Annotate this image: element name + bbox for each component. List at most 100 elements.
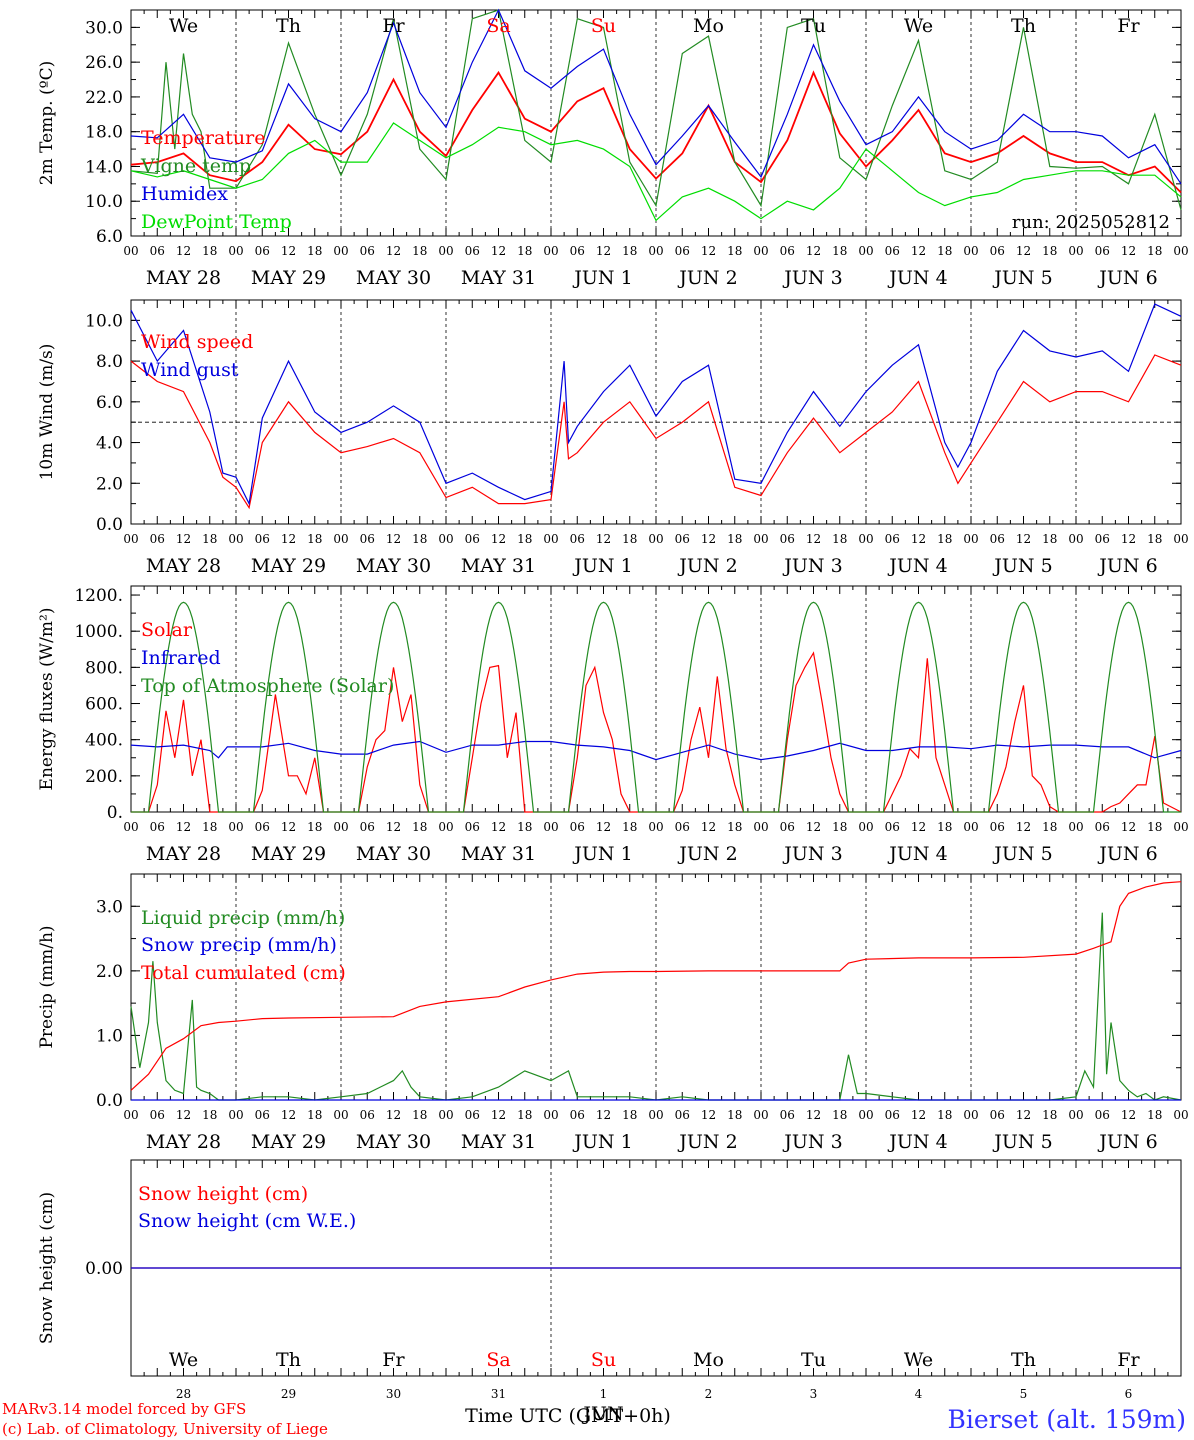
hour-tick-label: 18 [622, 820, 637, 834]
day-number: 30 [386, 1387, 401, 1401]
weekday-label: Th [276, 15, 301, 37]
day-label: JUN 3 [782, 555, 842, 577]
hour-tick-label: 06 [675, 532, 690, 546]
x-axis-title: Time UTC (GMT+0h) [465, 1405, 671, 1427]
y-tick-label: 8.0 [96, 352, 123, 372]
hour-tick-label: 12 [491, 1108, 506, 1122]
hour-tick-label: 18 [412, 1108, 427, 1122]
hour-tick-label: 18 [517, 820, 532, 834]
hour-tick-label: 00 [438, 820, 453, 834]
hour-tick-label: 12 [596, 532, 611, 546]
hour-tick-label: 12 [1016, 532, 1031, 546]
y-tick-label: 400. [85, 731, 123, 751]
y-tick-label: 200. [85, 767, 123, 787]
hour-tick-label: 18 [307, 1108, 322, 1122]
y-tick-label: 3.0 [96, 897, 123, 917]
hour-tick-label: 00 [333, 532, 348, 546]
day-number: 5 [1020, 1387, 1028, 1401]
hour-tick-label: 00 [123, 532, 138, 546]
day-label: JUN 5 [992, 843, 1052, 865]
hour-tick-label: 12 [911, 1108, 926, 1122]
hour-tick-label: 06 [255, 1108, 270, 1122]
hour-tick-label: 06 [360, 1108, 375, 1122]
day-label: JUN 2 [677, 267, 737, 289]
hour-tick-label: 18 [727, 1108, 742, 1122]
y-tick-label: 18.0 [85, 123, 123, 143]
hour-tick-label: 18 [412, 820, 427, 834]
weekday-label: Tu [801, 15, 826, 37]
hour-tick-label: 00 [123, 820, 138, 834]
hour-tick-label: 12 [281, 820, 296, 834]
hour-tick-label: 12 [176, 820, 191, 834]
day-label: JUN 3 [782, 267, 842, 289]
hour-tick-label: 06 [780, 244, 795, 258]
hour-tick-label: 18 [517, 244, 532, 258]
hour-tick-label: 12 [491, 244, 506, 258]
legend-entry: Total cumulated (cm) [141, 962, 346, 984]
panel-frame [130, 299, 1182, 525]
day-label: JUN 6 [1097, 1131, 1157, 1153]
hour-tick-label: 12 [911, 532, 926, 546]
hour-tick-label: 00 [333, 244, 348, 258]
hour-tick-label: 06 [360, 244, 375, 258]
day-label: MAY 30 [356, 267, 431, 289]
weekday-label: Mo [693, 15, 724, 37]
hour-tick-label: 06 [255, 820, 270, 834]
legend-entry: Humidex [141, 183, 228, 205]
hour-tick-label: 18 [832, 244, 847, 258]
series-dewpoint-temp-line [130, 122, 1182, 222]
hour-tick-label: 06 [780, 532, 795, 546]
legend-entry: Snow height (cm) [138, 1183, 308, 1205]
hour-tick-label: 06 [150, 244, 165, 258]
hour-tick-label: 18 [1147, 244, 1162, 258]
hour-tick-label: 00 [438, 532, 453, 546]
hour-tick-label: 18 [517, 532, 532, 546]
hour-tick-label: 00 [858, 820, 873, 834]
legend-entry: Infrared [141, 647, 221, 669]
hour-tick-label: 12 [806, 1108, 821, 1122]
hour-tick-label: 00 [1173, 532, 1188, 546]
hour-tick-label: 18 [1042, 820, 1057, 834]
weekday-label: Sa [486, 15, 510, 37]
hour-tick-label: 00 [858, 532, 873, 546]
hour-tick-label: 00 [228, 1108, 243, 1122]
hour-tick-label: 18 [202, 820, 217, 834]
y-tick-label: 14.0 [85, 157, 123, 177]
y-tick-label: 6.0 [96, 227, 123, 247]
hour-tick-label: 06 [990, 532, 1005, 546]
day-label: JUN 3 [782, 843, 842, 865]
hour-tick-label: 06 [1095, 532, 1110, 546]
y-tick-label: 26.0 [85, 53, 123, 73]
series-wind-speed-line [130, 354, 1182, 510]
day-label: MAY 31 [461, 555, 536, 577]
hour-tick-label: 06 [1095, 820, 1110, 834]
hour-tick-label: 06 [465, 1108, 480, 1122]
series-total-cumulated-cm-line [130, 881, 1182, 1091]
day-label: MAY 28 [146, 843, 221, 865]
day-number: 28 [176, 1387, 191, 1401]
hour-tick-label: 12 [386, 244, 401, 258]
day-label: JUN 2 [677, 555, 737, 577]
hour-tick-label: 18 [1147, 820, 1162, 834]
hour-tick-label: 12 [1121, 820, 1136, 834]
day-label: MAY 29 [251, 1131, 326, 1153]
hour-tick-label: 18 [622, 244, 637, 258]
y-tick-label: 0.00 [85, 1259, 123, 1279]
hour-tick-label: 06 [570, 244, 585, 258]
series-temperature-line [130, 70, 1182, 194]
hour-tick-label: 00 [438, 244, 453, 258]
hour-tick-label: 00 [963, 820, 978, 834]
hour-tick-label: 06 [675, 1108, 690, 1122]
hour-tick-label: 12 [386, 532, 401, 546]
day-label: JUN 4 [887, 267, 947, 289]
hour-tick-label: 00 [1173, 1108, 1188, 1122]
station-label: Bierset (alt. 159m) [947, 1405, 1186, 1434]
series-liquid-precip-mm-h-line [130, 912, 1182, 1101]
y-tick-label: 800. [85, 658, 123, 678]
weekday-label: Th [1011, 15, 1036, 37]
y-tick-label: 22.0 [85, 88, 123, 108]
legend-entry: Snow precip (mm/h) [141, 934, 337, 956]
day-label: MAY 29 [251, 843, 326, 865]
weekday-label: Fr [1117, 1349, 1140, 1371]
day-label: JUN 5 [992, 267, 1052, 289]
